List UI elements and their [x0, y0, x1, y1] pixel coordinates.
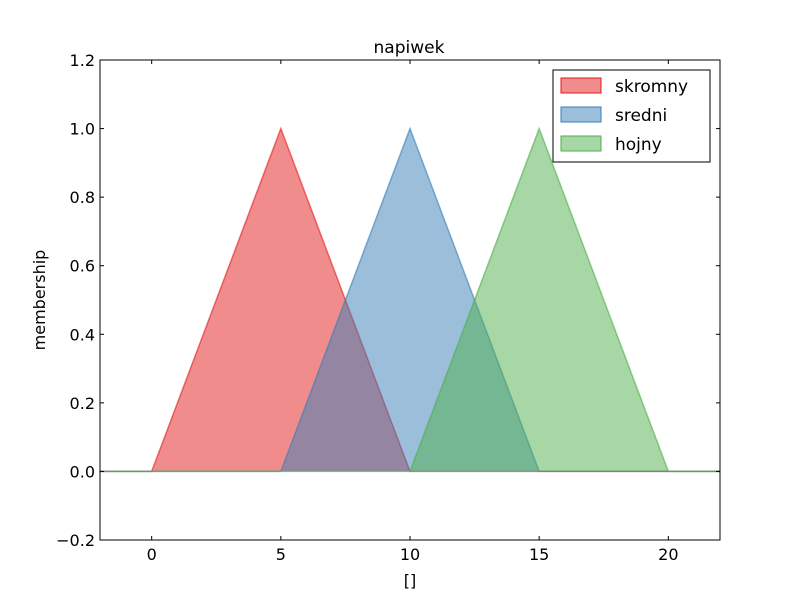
x-tick-label: 5	[276, 545, 286, 564]
legend: skromny sredni hojny	[552, 69, 711, 163]
series-area-skromny	[100, 128, 720, 472]
legend-swatch-sredni	[560, 106, 602, 123]
x-tick-label: 20	[658, 545, 678, 564]
y-tick-label: 0.4	[70, 325, 95, 344]
plot-frame	[99, 59, 721, 541]
y-axis-label: membership	[30, 250, 49, 351]
y-tick-label: 0.0	[70, 462, 95, 481]
series-area-hojny	[100, 128, 720, 472]
ticks-layer: 0 5 10 15 20 −0.2 0.0 0.2 0.4 0.6 0.8 1.0 1.2	[56, 51, 720, 564]
y-tick-label: −0.2	[56, 531, 95, 550]
y-tick-label: 0.2	[70, 394, 95, 413]
y-tick-label: 0.6	[70, 257, 95, 276]
chart-title: napiwek	[374, 38, 445, 58]
series-line-hojny	[100, 126, 720, 473]
legend-swatch-skromny	[560, 77, 602, 94]
x-tick-label: 10	[400, 545, 420, 564]
y-tick-label: 1.0	[70, 120, 95, 139]
legend-label-skromny: skromny	[615, 77, 688, 97]
legend-label-hojny: hojny	[615, 135, 662, 155]
series-area-sredni	[100, 128, 720, 472]
y-tick-label: 1.2	[70, 51, 95, 70]
y-tick-label: 0.8	[70, 188, 95, 207]
x-tick-label: 0	[147, 545, 157, 564]
series-layer	[100, 126, 720, 473]
legend-swatch-hojny	[560, 135, 602, 152]
x-axis-label: []	[404, 571, 416, 590]
x-tick-label: 15	[529, 545, 549, 564]
legend-label-sredni: sredni	[615, 106, 667, 126]
